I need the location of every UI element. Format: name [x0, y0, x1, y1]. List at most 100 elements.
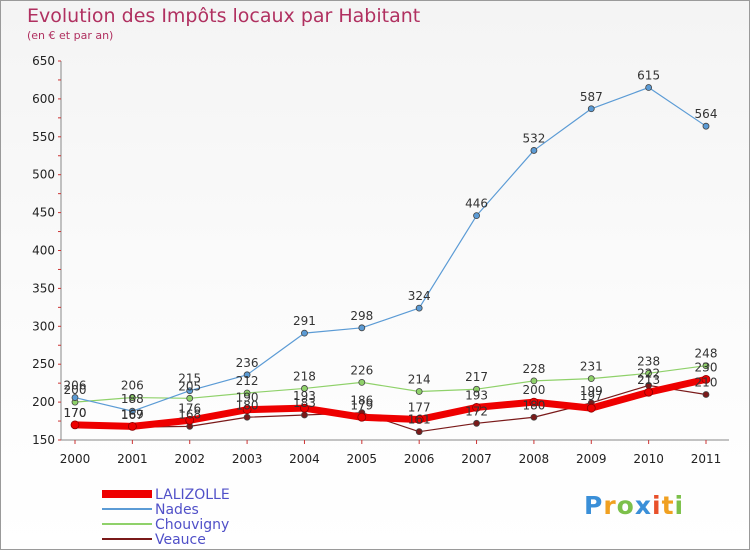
x-tick-label: 2008 — [519, 452, 550, 466]
data-point-nades — [530, 147, 538, 154]
data-label-nades: 298 — [350, 309, 373, 323]
data-label-nades: 188 — [121, 392, 144, 406]
x-tick-label: 2006 — [404, 452, 435, 466]
data-point-nades — [71, 394, 79, 401]
data-label-chouvigny: 228 — [522, 362, 545, 376]
data-label-veauce: 167 — [121, 408, 144, 422]
logo-letter: x — [634, 491, 652, 520]
data-point-veauce — [243, 413, 251, 421]
y-tick-label: 350 — [32, 281, 55, 295]
data-label-veauce: 168 — [178, 407, 201, 421]
x-tick-label: 2005 — [347, 452, 378, 466]
data-point-nades — [243, 371, 251, 379]
data-point-chouvigny — [243, 389, 251, 397]
y-tick-label: 450 — [32, 206, 55, 220]
x-tick-label: 2010 — [633, 452, 664, 466]
data-label-nades: 446 — [465, 197, 488, 211]
data-point-lalizolle — [300, 403, 309, 413]
data-label-nades: 587 — [580, 90, 603, 104]
x-tick-label: 2003 — [232, 452, 263, 466]
series-lines — [70, 84, 711, 436]
y-tick-label: 600 — [32, 92, 55, 106]
series-line-chouvigny — [74, 365, 707, 403]
data-point-chouvigny — [128, 394, 136, 401]
data-point-veauce — [415, 428, 423, 436]
data-label-veauce: 180 — [236, 398, 259, 412]
data-label-chouvigny: 226 — [350, 363, 373, 377]
x-tick-label: 2009 — [576, 452, 607, 466]
data-label-lalizolle: 170 — [64, 406, 87, 420]
x-tick-label: 2000 — [60, 452, 91, 466]
data-point-nades — [645, 84, 653, 91]
x-tick-label: 2001 — [117, 452, 148, 466]
data-label-nades: 291 — [293, 314, 316, 328]
logo-letter: t — [661, 491, 675, 520]
series-line-lalizolle — [71, 375, 710, 430]
y-tick-label: 200 — [32, 395, 55, 409]
data-point-lalizolle — [472, 403, 481, 412]
data-label-veauce: 172 — [465, 404, 488, 418]
data-point-chouvigny — [587, 375, 595, 383]
y-tick-label: 500 — [32, 168, 55, 182]
data-label-chouvigny: 248 — [695, 347, 718, 361]
legend-label-lalizolle: LALIZOLLE — [155, 487, 230, 503]
data-label-veauce: 199 — [580, 384, 603, 398]
data-point-veauce — [473, 419, 480, 427]
data-point-chouvigny — [186, 394, 194, 402]
data-label-chouvigny: 217 — [465, 370, 488, 384]
data-label-nades: 236 — [236, 356, 259, 370]
data-label-chouvigny: 218 — [293, 369, 316, 383]
data-label-nades: 532 — [522, 131, 545, 145]
data-point-chouvigny — [473, 385, 480, 393]
data-label-nades: 564 — [695, 107, 718, 121]
data-label-chouvigny: 205 — [178, 379, 201, 393]
data-point-nades — [587, 105, 595, 113]
data-point-lalizolle — [242, 405, 252, 415]
series-line-nades — [74, 86, 707, 412]
data-point-lalizolle — [70, 420, 80, 430]
data-point-lalizolle — [586, 403, 596, 413]
data-label-nades: 615 — [637, 69, 660, 83]
data-point-veauce — [702, 391, 710, 398]
data-point-lalizolle — [701, 374, 711, 384]
data-label-lalizolle: 200 — [522, 383, 545, 397]
proxiti-logo: Proxiti — [584, 491, 684, 520]
legend-label-veauce: Veauce — [155, 532, 206, 548]
data-label-veauce: 222 — [637, 366, 660, 380]
data-label-veauce: 180 — [522, 398, 545, 412]
data-label-lalizolle: 177 — [408, 401, 431, 415]
data-point-lalizolle — [127, 421, 137, 431]
x-tick-label: 2002 — [174, 452, 205, 466]
data-label-veauce: 183 — [293, 396, 316, 410]
data-point-lalizolle — [185, 415, 195, 425]
data-point-chouvigny — [301, 385, 308, 392]
data-point-lalizolle — [414, 415, 424, 424]
data-label-lalizolle: 190 — [236, 391, 259, 405]
data-label-lalizolle: 169 — [121, 407, 144, 421]
legend-label-chouvigny: Chouvigny — [155, 517, 229, 533]
data-label-chouvigny: 206 — [121, 379, 144, 393]
data-point-chouvigny — [702, 362, 710, 370]
data-label-veauce: 210 — [695, 376, 718, 390]
data-label-lalizolle: 179 — [350, 398, 373, 412]
logo-letter: r — [603, 491, 617, 520]
x-tick-label: 2004 — [289, 452, 320, 466]
data-point-lalizolle — [529, 397, 539, 407]
y-tick-label: 550 — [32, 130, 55, 144]
data-label-lalizolle: 193 — [293, 389, 316, 403]
data-label-lalizolle: 193 — [465, 388, 488, 402]
data-point-chouvigny — [530, 377, 538, 385]
data-point-nades — [301, 329, 308, 337]
data-point-lalizolle — [644, 387, 654, 397]
data-label-veauce: 161 — [408, 413, 431, 427]
data-point-chouvigny — [358, 378, 366, 386]
data-label-lalizolle: 230 — [695, 360, 718, 374]
data-label-chouvigny: 214 — [408, 372, 431, 386]
y-tick-label: 650 — [32, 54, 55, 68]
y-tick-label: 300 — [32, 319, 55, 333]
axes: 150 200 250 300 350 400 450 500 550 600 650 2000 200… — [32, 54, 729, 466]
